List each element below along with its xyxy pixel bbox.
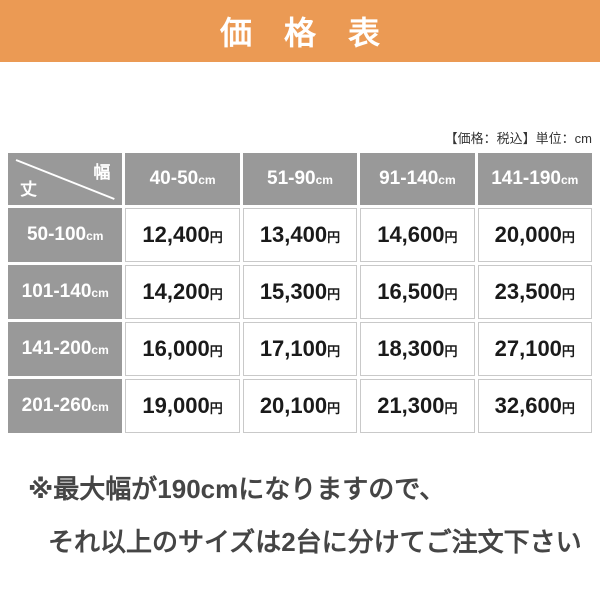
price-amount: 20,100 [259, 393, 328, 418]
price-amount: 12,400 [142, 222, 210, 247]
price-amount: 17,100 [259, 336, 328, 361]
row-header-unit: cm [91, 286, 109, 300]
price-cell: 14,600円 [360, 208, 475, 262]
price-cell: 15,300円 [242, 265, 358, 319]
row-header-unit: cm [86, 229, 104, 243]
price-currency: 円 [444, 344, 458, 359]
price-cell: 14,200円 [125, 265, 240, 319]
price-currency: 円 [209, 230, 223, 245]
diagonal-line [15, 159, 115, 200]
price-currency: 円 [327, 230, 341, 245]
col-header-unit: cm [198, 173, 216, 187]
price-table: 幅 丈 40-50cm 51-90cm 91-140cm 141-190cm 5… [5, 150, 595, 436]
row-header-unit: cm [91, 400, 109, 414]
col-header-3: 141-190cm [477, 153, 592, 205]
footnote-line-2: それ以上のサイズは2台に分けてご注文下さい [48, 527, 582, 557]
price-currency: 円 [444, 230, 458, 245]
price-amount: 21,300 [377, 393, 445, 418]
price-cell: 18,300円 [360, 322, 475, 376]
price-currency: 円 [327, 401, 341, 416]
col-header-unit: cm [560, 173, 579, 187]
table-row: 101-140cm 14,200円 15,300円 16,500円 23,500… [8, 265, 592, 319]
price-amount: 27,100 [494, 336, 562, 361]
table-row: 201-260cm 19,000円 20,100円 21,300円 32,600… [8, 379, 592, 433]
price-currency: 円 [209, 344, 223, 359]
price-amount: 32,600 [494, 393, 562, 418]
price-amount: 18,300 [377, 336, 445, 361]
col-header-range: 51-90 [267, 168, 316, 189]
row-header-unit: cm [91, 343, 109, 357]
price-cell: 23,500円 [477, 265, 592, 319]
price-cell: 12,400円 [125, 208, 240, 262]
col-header-range: 91-140 [379, 168, 439, 189]
price-amount: 16,500 [377, 279, 445, 304]
col-header-2: 91-140cm [360, 153, 475, 205]
price-cell: 32,600円 [477, 379, 592, 433]
row-header-range: 50-100 [26, 224, 87, 245]
price-cell: 17,100円 [242, 322, 358, 376]
price-currency: 円 [444, 401, 458, 416]
price-cell: 13,400円 [242, 208, 358, 262]
col-header-range: 40-50 [149, 168, 199, 189]
price-unit-note: 【価格：税込】単位：cm [444, 131, 592, 146]
price-currency: 円 [327, 287, 341, 302]
col-header-range: 141-190 [491, 168, 561, 189]
row-header-0: 50-100cm [8, 208, 123, 262]
price-amount: 16,000 [142, 336, 210, 361]
page-title: 価 格 表 [219, 15, 380, 51]
row-header-range: 141-200 [21, 338, 92, 359]
price-cell: 21,300円 [360, 379, 475, 433]
price-currency: 円 [561, 401, 575, 416]
price-currency: 円 [209, 401, 223, 416]
price-currency: 円 [561, 230, 575, 245]
price-amount: 13,400 [259, 222, 328, 247]
corner-width-label: 幅 [93, 163, 111, 182]
price-cell: 20,100円 [242, 379, 358, 433]
row-header-range: 201-260 [21, 395, 92, 416]
price-amount: 14,600 [377, 222, 445, 247]
col-header-0: 40-50cm [125, 153, 240, 205]
col-header-1: 51-90cm [242, 153, 358, 205]
corner-length-label: 丈 [20, 180, 37, 199]
row-header-1: 101-140cm [8, 265, 123, 319]
price-amount: 20,000 [494, 222, 562, 247]
corner-cell: 幅 丈 [8, 153, 123, 205]
price-currency: 円 [444, 287, 458, 302]
row-header-3: 201-260cm [8, 379, 123, 433]
row-header-2: 141-200cm [8, 322, 123, 376]
price-currency: 円 [327, 344, 341, 359]
page-title-banner: 価 格 表 [0, 0, 600, 62]
price-cell: 19,000円 [125, 379, 240, 433]
footnote-line-1: ※最大幅が190cmになりますので、 [28, 474, 446, 504]
col-header-unit: cm [315, 173, 333, 187]
price-cell: 27,100円 [477, 322, 592, 376]
price-cell: 16,500円 [360, 265, 475, 319]
price-cell: 20,000円 [477, 208, 592, 262]
table-row: 50-100cm 12,400円 13,400円 14,600円 20,000円 [8, 208, 592, 262]
table-row: 141-200cm 16,000円 17,100円 18,300円 27,100… [8, 322, 592, 376]
price-amount: 19,000 [142, 393, 210, 418]
row-header-range: 101-140 [21, 281, 92, 302]
price-amount: 15,300 [259, 279, 328, 304]
price-currency: 円 [561, 344, 575, 359]
price-amount: 23,500 [494, 279, 562, 304]
price-amount: 14,200 [142, 279, 210, 304]
price-currency: 円 [209, 287, 223, 302]
table-header-row: 幅 丈 40-50cm 51-90cm 91-140cm 141-190cm [8, 153, 592, 205]
price-currency: 円 [561, 287, 575, 302]
price-cell: 16,000円 [125, 322, 240, 376]
col-header-unit: cm [438, 173, 456, 187]
